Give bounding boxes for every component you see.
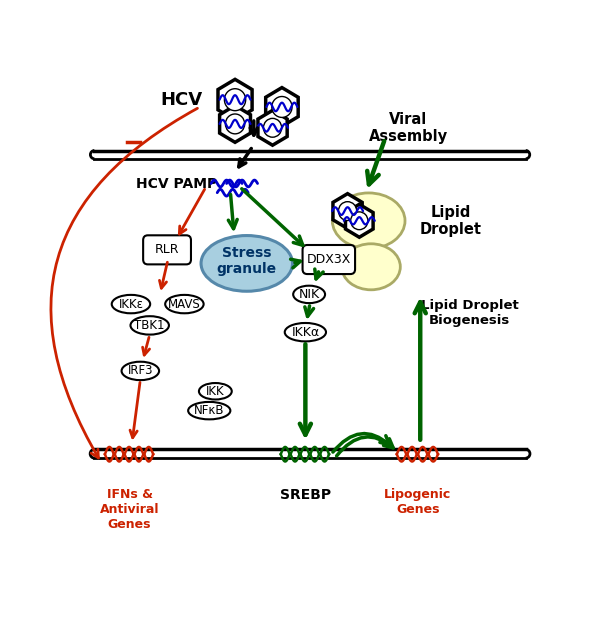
- Ellipse shape: [112, 295, 150, 313]
- Text: RLR: RLR: [155, 243, 179, 257]
- Text: Lipid Droplet
Biogenesis: Lipid Droplet Biogenesis: [420, 299, 518, 327]
- Polygon shape: [220, 106, 250, 142]
- Ellipse shape: [263, 118, 282, 137]
- Text: NFκB: NFκB: [194, 404, 224, 417]
- Text: Stress
granule: Stress granule: [217, 246, 277, 276]
- Polygon shape: [258, 110, 287, 145]
- Ellipse shape: [224, 89, 246, 111]
- Ellipse shape: [122, 362, 159, 380]
- Ellipse shape: [351, 212, 368, 230]
- Text: IKKα: IKKα: [292, 326, 319, 338]
- Text: Lipogenic
Genes: Lipogenic Genes: [384, 488, 451, 516]
- Text: IRF3: IRF3: [128, 364, 153, 377]
- Ellipse shape: [226, 114, 244, 134]
- Ellipse shape: [199, 383, 232, 399]
- Text: HCV PAMP: HCV PAMP: [136, 177, 217, 191]
- Ellipse shape: [332, 193, 405, 248]
- Ellipse shape: [342, 244, 401, 290]
- Ellipse shape: [165, 295, 204, 313]
- Text: TBK1: TBK1: [134, 319, 165, 332]
- Ellipse shape: [131, 316, 169, 335]
- Text: IKK: IKK: [206, 385, 224, 398]
- Text: HCV: HCV: [160, 91, 202, 109]
- Text: DDX3X: DDX3X: [307, 253, 351, 266]
- FancyBboxPatch shape: [143, 235, 191, 264]
- Text: MAVS: MAVS: [168, 298, 201, 311]
- Ellipse shape: [272, 96, 292, 118]
- Ellipse shape: [188, 402, 231, 420]
- Text: IFNs &
Antiviral
Genes: IFNs & Antiviral Genes: [100, 488, 159, 531]
- Text: SREBP: SREBP: [280, 488, 331, 502]
- Ellipse shape: [201, 235, 292, 291]
- FancyBboxPatch shape: [302, 245, 355, 274]
- Text: IKKε: IKKε: [119, 298, 143, 311]
- Polygon shape: [218, 79, 252, 120]
- Ellipse shape: [338, 202, 357, 221]
- Text: NIK: NIK: [298, 288, 319, 301]
- Polygon shape: [345, 204, 373, 237]
- Text: Viral
Assembly: Viral Assembly: [369, 111, 448, 144]
- Ellipse shape: [285, 323, 326, 342]
- Polygon shape: [333, 194, 362, 228]
- Text: Lipid
Droplet: Lipid Droplet: [420, 204, 482, 237]
- Ellipse shape: [293, 286, 325, 303]
- Polygon shape: [266, 87, 298, 126]
